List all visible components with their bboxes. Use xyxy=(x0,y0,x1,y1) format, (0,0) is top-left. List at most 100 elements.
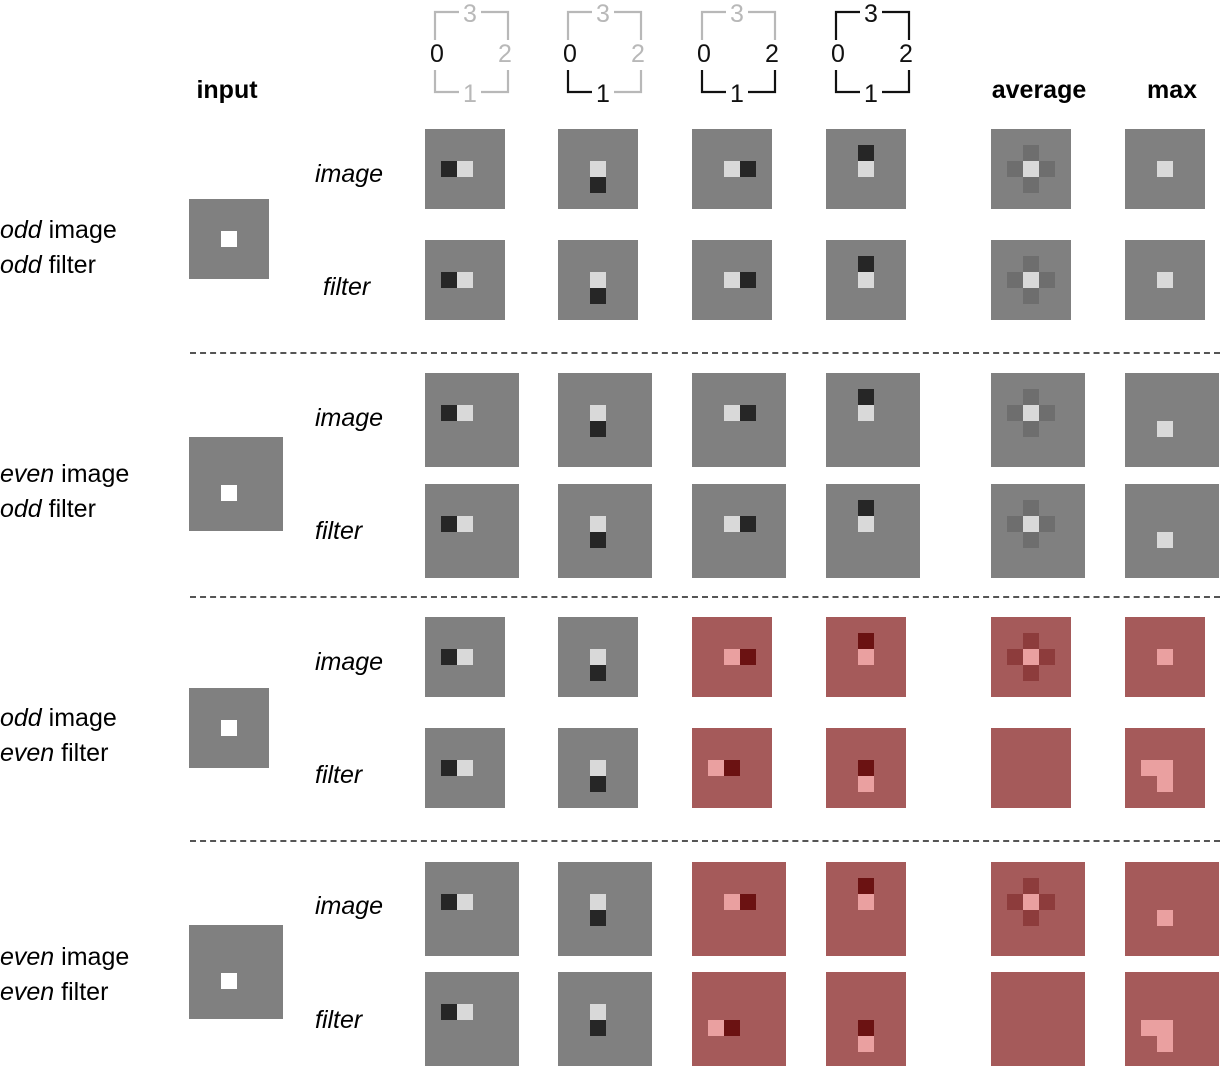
tile-pixel xyxy=(457,405,473,421)
tile-pixel xyxy=(724,161,740,177)
tile-pixel xyxy=(724,405,740,421)
tile-pixel xyxy=(1157,421,1173,437)
tile-pixel xyxy=(858,161,874,177)
tile-pixel xyxy=(590,760,606,776)
tile-pixel xyxy=(1007,649,1023,665)
tile-pixel xyxy=(590,532,606,548)
tile-average xyxy=(991,972,1085,1066)
tile-rotation-1 xyxy=(558,972,652,1066)
tile-max xyxy=(1125,862,1219,956)
tile-pixel xyxy=(858,1020,874,1036)
tile-pixel xyxy=(1007,161,1023,177)
rotation-label-3: 3 xyxy=(864,0,878,28)
tile-rotation-2 xyxy=(692,240,772,320)
tile-rotation-3 xyxy=(826,972,906,1066)
bracket-bottom-right xyxy=(748,70,777,94)
tile-average xyxy=(991,129,1071,209)
group-divider xyxy=(190,352,1220,354)
rotation-label-3: 3 xyxy=(730,0,744,28)
group-label-2: odd image even filter xyxy=(0,701,117,771)
tile-pixel xyxy=(1141,1020,1173,1036)
tile-pixel xyxy=(858,389,874,405)
tile-pixel xyxy=(1023,272,1039,288)
bracket-bottom-left xyxy=(433,70,459,94)
tile-pixel xyxy=(858,500,874,516)
image-word: image xyxy=(48,216,117,244)
tile-pixel xyxy=(221,973,237,989)
tile-pixel xyxy=(1023,665,1039,681)
tile-pixel xyxy=(740,272,756,288)
tile-rotation-3 xyxy=(826,484,920,578)
tile-pixel xyxy=(457,272,473,288)
tile-max xyxy=(1125,617,1205,697)
tile-pixel xyxy=(441,1004,457,1020)
tile-rotation-1 xyxy=(558,129,638,209)
rotation-label-2: 2 xyxy=(899,40,913,68)
tile-pixel xyxy=(590,421,606,437)
filter-word: filter xyxy=(61,739,109,767)
tile-input xyxy=(189,199,269,279)
sublabel-filter-g1: filter xyxy=(315,517,363,545)
tile-rotation-1 xyxy=(558,728,638,808)
bracket-bottom-right xyxy=(882,70,911,94)
tile-rotation-2 xyxy=(692,862,786,956)
tile-average xyxy=(991,240,1071,320)
tile-pixel xyxy=(457,161,473,177)
tile-input xyxy=(189,925,283,1019)
tile-pixel xyxy=(858,894,874,910)
tile-pixel xyxy=(1023,633,1039,649)
header-max: max xyxy=(1146,76,1198,104)
filter-parity: even xyxy=(0,978,55,1006)
group-label-1: even image odd filter xyxy=(0,457,129,527)
tile-pixel xyxy=(1023,288,1039,304)
rotation-label-2: 2 xyxy=(498,40,512,68)
tile-pixel xyxy=(590,288,606,304)
tile-pixel xyxy=(1157,532,1173,548)
bracket-bottom-right xyxy=(614,70,643,94)
tile-pixel xyxy=(441,405,457,421)
tile-pixel xyxy=(590,1020,606,1036)
tile-pixel xyxy=(457,516,473,532)
tile-pixel xyxy=(1157,910,1173,926)
tile-max xyxy=(1125,373,1219,467)
tile-pixel xyxy=(740,161,756,177)
tile-pixel xyxy=(590,894,606,910)
sublabel-image-g3: image xyxy=(315,892,384,920)
tile-rotation-3 xyxy=(826,862,906,956)
bracket-top-left xyxy=(433,10,459,40)
filter-parity: even xyxy=(0,739,55,767)
tile-pixel xyxy=(1023,910,1039,926)
filter-parity: odd xyxy=(0,251,42,279)
filter-parity: odd xyxy=(0,495,42,523)
rotation-label-3: 3 xyxy=(463,0,477,28)
sublabel-image-g2: image xyxy=(315,648,384,676)
tile-pixel xyxy=(858,1036,874,1052)
tile-pixel xyxy=(1007,272,1023,288)
tile-pixel xyxy=(441,161,457,177)
tile-pixel xyxy=(724,649,740,665)
tile-pixel xyxy=(1023,389,1039,405)
sublabel-filter-g2: filter xyxy=(315,761,363,789)
tile-pixel xyxy=(858,878,874,894)
tile-pixel xyxy=(590,516,606,532)
tile-pixel xyxy=(1039,894,1055,910)
tile-pixel xyxy=(724,760,740,776)
tile-pixel xyxy=(1141,760,1173,776)
tile-pixel xyxy=(708,760,724,776)
bracket-bottom-left xyxy=(834,70,860,94)
tile-max xyxy=(1125,484,1219,578)
tile-pixel xyxy=(590,649,606,665)
bracket-top-right xyxy=(882,10,911,40)
tile-rotation-0 xyxy=(425,862,519,956)
bracket-top-right xyxy=(614,10,643,40)
tile-pixel xyxy=(740,516,756,532)
tile-pixel xyxy=(858,272,874,288)
image-parity: even xyxy=(0,943,55,971)
tile-rotation-3 xyxy=(826,728,906,808)
tile-input xyxy=(189,688,269,768)
bracket-top-right xyxy=(748,10,777,40)
